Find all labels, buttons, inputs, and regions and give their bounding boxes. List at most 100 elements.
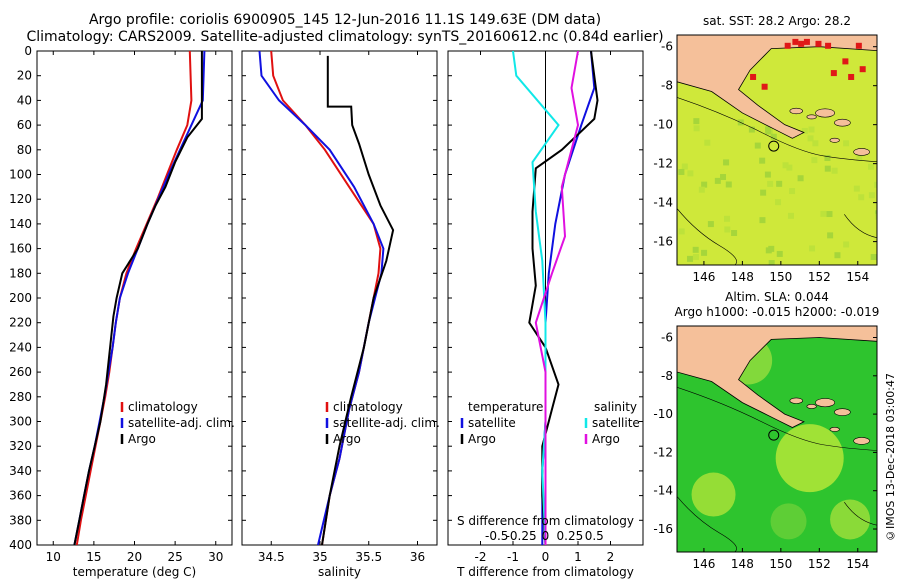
- chart-title-line2: Climatology: CARS2009. Satellite-adjuste…: [26, 29, 664, 45]
- sst-cell: [770, 133, 777, 140]
- map-area: [677, 35, 877, 265]
- map-y-tick-label: -12: [653, 157, 673, 171]
- sst-cell: [843, 241, 850, 248]
- x-axis-label: salinity: [318, 565, 361, 579]
- sst-cell: [874, 181, 877, 188]
- series-group: [512, 51, 599, 545]
- sst-cell: [724, 215, 731, 222]
- sst-cell: [853, 185, 860, 192]
- sst-cell: [748, 126, 755, 133]
- x-tick-label: -2: [475, 550, 487, 564]
- sst-cell: [843, 140, 850, 147]
- sst-cell: [693, 125, 700, 132]
- y-tick-label: 200: [9, 291, 32, 305]
- island: [789, 107, 803, 115]
- depth-contour: [677, 97, 877, 162]
- depth-contour: [677, 496, 737, 552]
- map-x-tick-label: 152: [808, 270, 831, 284]
- map-x-tick-label: 150: [769, 557, 792, 571]
- sla-map-title: Altim. SLA: 0.044: [725, 290, 829, 304]
- sst-cell: [760, 189, 767, 196]
- sst-cell: [820, 210, 827, 217]
- secondary-tick-label: 0.5: [585, 529, 604, 543]
- sst-cell: [687, 255, 694, 262]
- x-tick-label: 1: [574, 550, 582, 564]
- y-tick-label: 20: [17, 69, 32, 83]
- panel-frame: [36, 50, 233, 546]
- island: [829, 427, 840, 432]
- sst-cell: [692, 246, 699, 253]
- y-tick-label: 40: [17, 93, 32, 107]
- island: [834, 408, 851, 416]
- y-tick-label: 380: [9, 513, 32, 527]
- argo-location-marker: [768, 140, 780, 152]
- map-sst: 146 148 150 152 154 -6 -8 -10 -12 -14 -16: [653, 34, 878, 284]
- x-axis-label: temperature (deg C): [73, 565, 196, 579]
- map-y-tick-label: -8: [661, 79, 673, 93]
- map-y-tick-label: -14: [653, 196, 673, 210]
- map-x-tick-label: 146: [692, 557, 715, 571]
- sst-cell: [687, 170, 694, 177]
- panel-difference-from-climatology: -2 -1 0 1 2T difference from climatology temp…: [447, 50, 644, 579]
- series-line-salinity-Argo: [534, 51, 580, 545]
- map-y-tick-label: -16: [653, 522, 673, 536]
- map-y-tick-label: -12: [653, 445, 673, 459]
- sst-cell: [812, 140, 819, 147]
- sst-cell: [868, 192, 875, 199]
- map-y-tick-label: -6: [661, 40, 673, 54]
- imos-timestamp: ©IMOS 13-Dec-2018 03:00:47: [884, 373, 897, 543]
- sst-hot-cell: [750, 73, 757, 80]
- y-tick-label: 60: [17, 118, 32, 132]
- y-tick-label: 300: [9, 415, 32, 429]
- sst-cell: [875, 213, 877, 220]
- x-tick-label: 36: [410, 550, 425, 564]
- y-tick-label: 260: [9, 365, 32, 379]
- land-mass: [677, 35, 877, 139]
- legend-label: climatology: [128, 400, 198, 414]
- map-y-tick-label: -14: [653, 484, 673, 498]
- sst-hot-cell: [784, 42, 791, 49]
- map-x-tick-label: 154: [846, 557, 869, 571]
- series-line-satellite-adj.-clim.: [258, 51, 385, 545]
- sst-hot-cell: [848, 73, 855, 80]
- x-tick-label: 30: [208, 550, 223, 564]
- sst-hot-cell: [830, 70, 837, 77]
- y-tick-label: 240: [9, 340, 32, 354]
- map-frame: [676, 34, 878, 266]
- x-tick-label: 0: [542, 550, 550, 564]
- sst-cell: [797, 175, 804, 182]
- x-tick-label: 2: [607, 550, 615, 564]
- argo-location-marker: [768, 429, 780, 441]
- y-tick-label: 80: [17, 143, 32, 157]
- sst-cell: [827, 232, 834, 239]
- map-x-tick-label: 146: [692, 270, 715, 284]
- sst-cell: [731, 229, 738, 236]
- legend-title: salinity: [594, 400, 637, 414]
- sst-cell: [870, 254, 877, 261]
- secondary-tick-label: -0.25: [506, 529, 537, 543]
- map-panels: 146 148 150 152 154 -6 -8 -10 -12 -14 -16 146 148 150…: [653, 14, 879, 571]
- x-tick-label: 35.5: [355, 550, 382, 564]
- sst-cell: [789, 188, 796, 195]
- map-x-tick-label: 148: [731, 270, 754, 284]
- island: [853, 437, 870, 445]
- secondary-tick-label: -0.5: [485, 529, 508, 543]
- map-y-tick-label: -8: [661, 369, 673, 383]
- x-tick-label: 35: [312, 550, 327, 564]
- y-tick-label: 140: [9, 217, 32, 231]
- sst-cell: [725, 181, 732, 188]
- sst-cell: [874, 210, 877, 217]
- y-tick-label: 0: [24, 44, 32, 58]
- sst-cell: [692, 253, 699, 260]
- panel-salinity: 34.5 35 35.5 36 salinity climatology satellite…: [241, 50, 440, 579]
- legend-label: satellite-adj. clim.: [333, 416, 440, 430]
- island: [853, 148, 870, 156]
- legend-label: Argo: [333, 432, 361, 446]
- y-tick-label: 400: [9, 538, 32, 552]
- y-tick-label: 340: [9, 464, 32, 478]
- y-tick-label: 280: [9, 390, 32, 404]
- land-mass: [677, 326, 877, 428]
- y-tick-label: 180: [9, 266, 32, 280]
- sst-cell: [768, 260, 775, 265]
- y-tick-label: 360: [9, 489, 32, 503]
